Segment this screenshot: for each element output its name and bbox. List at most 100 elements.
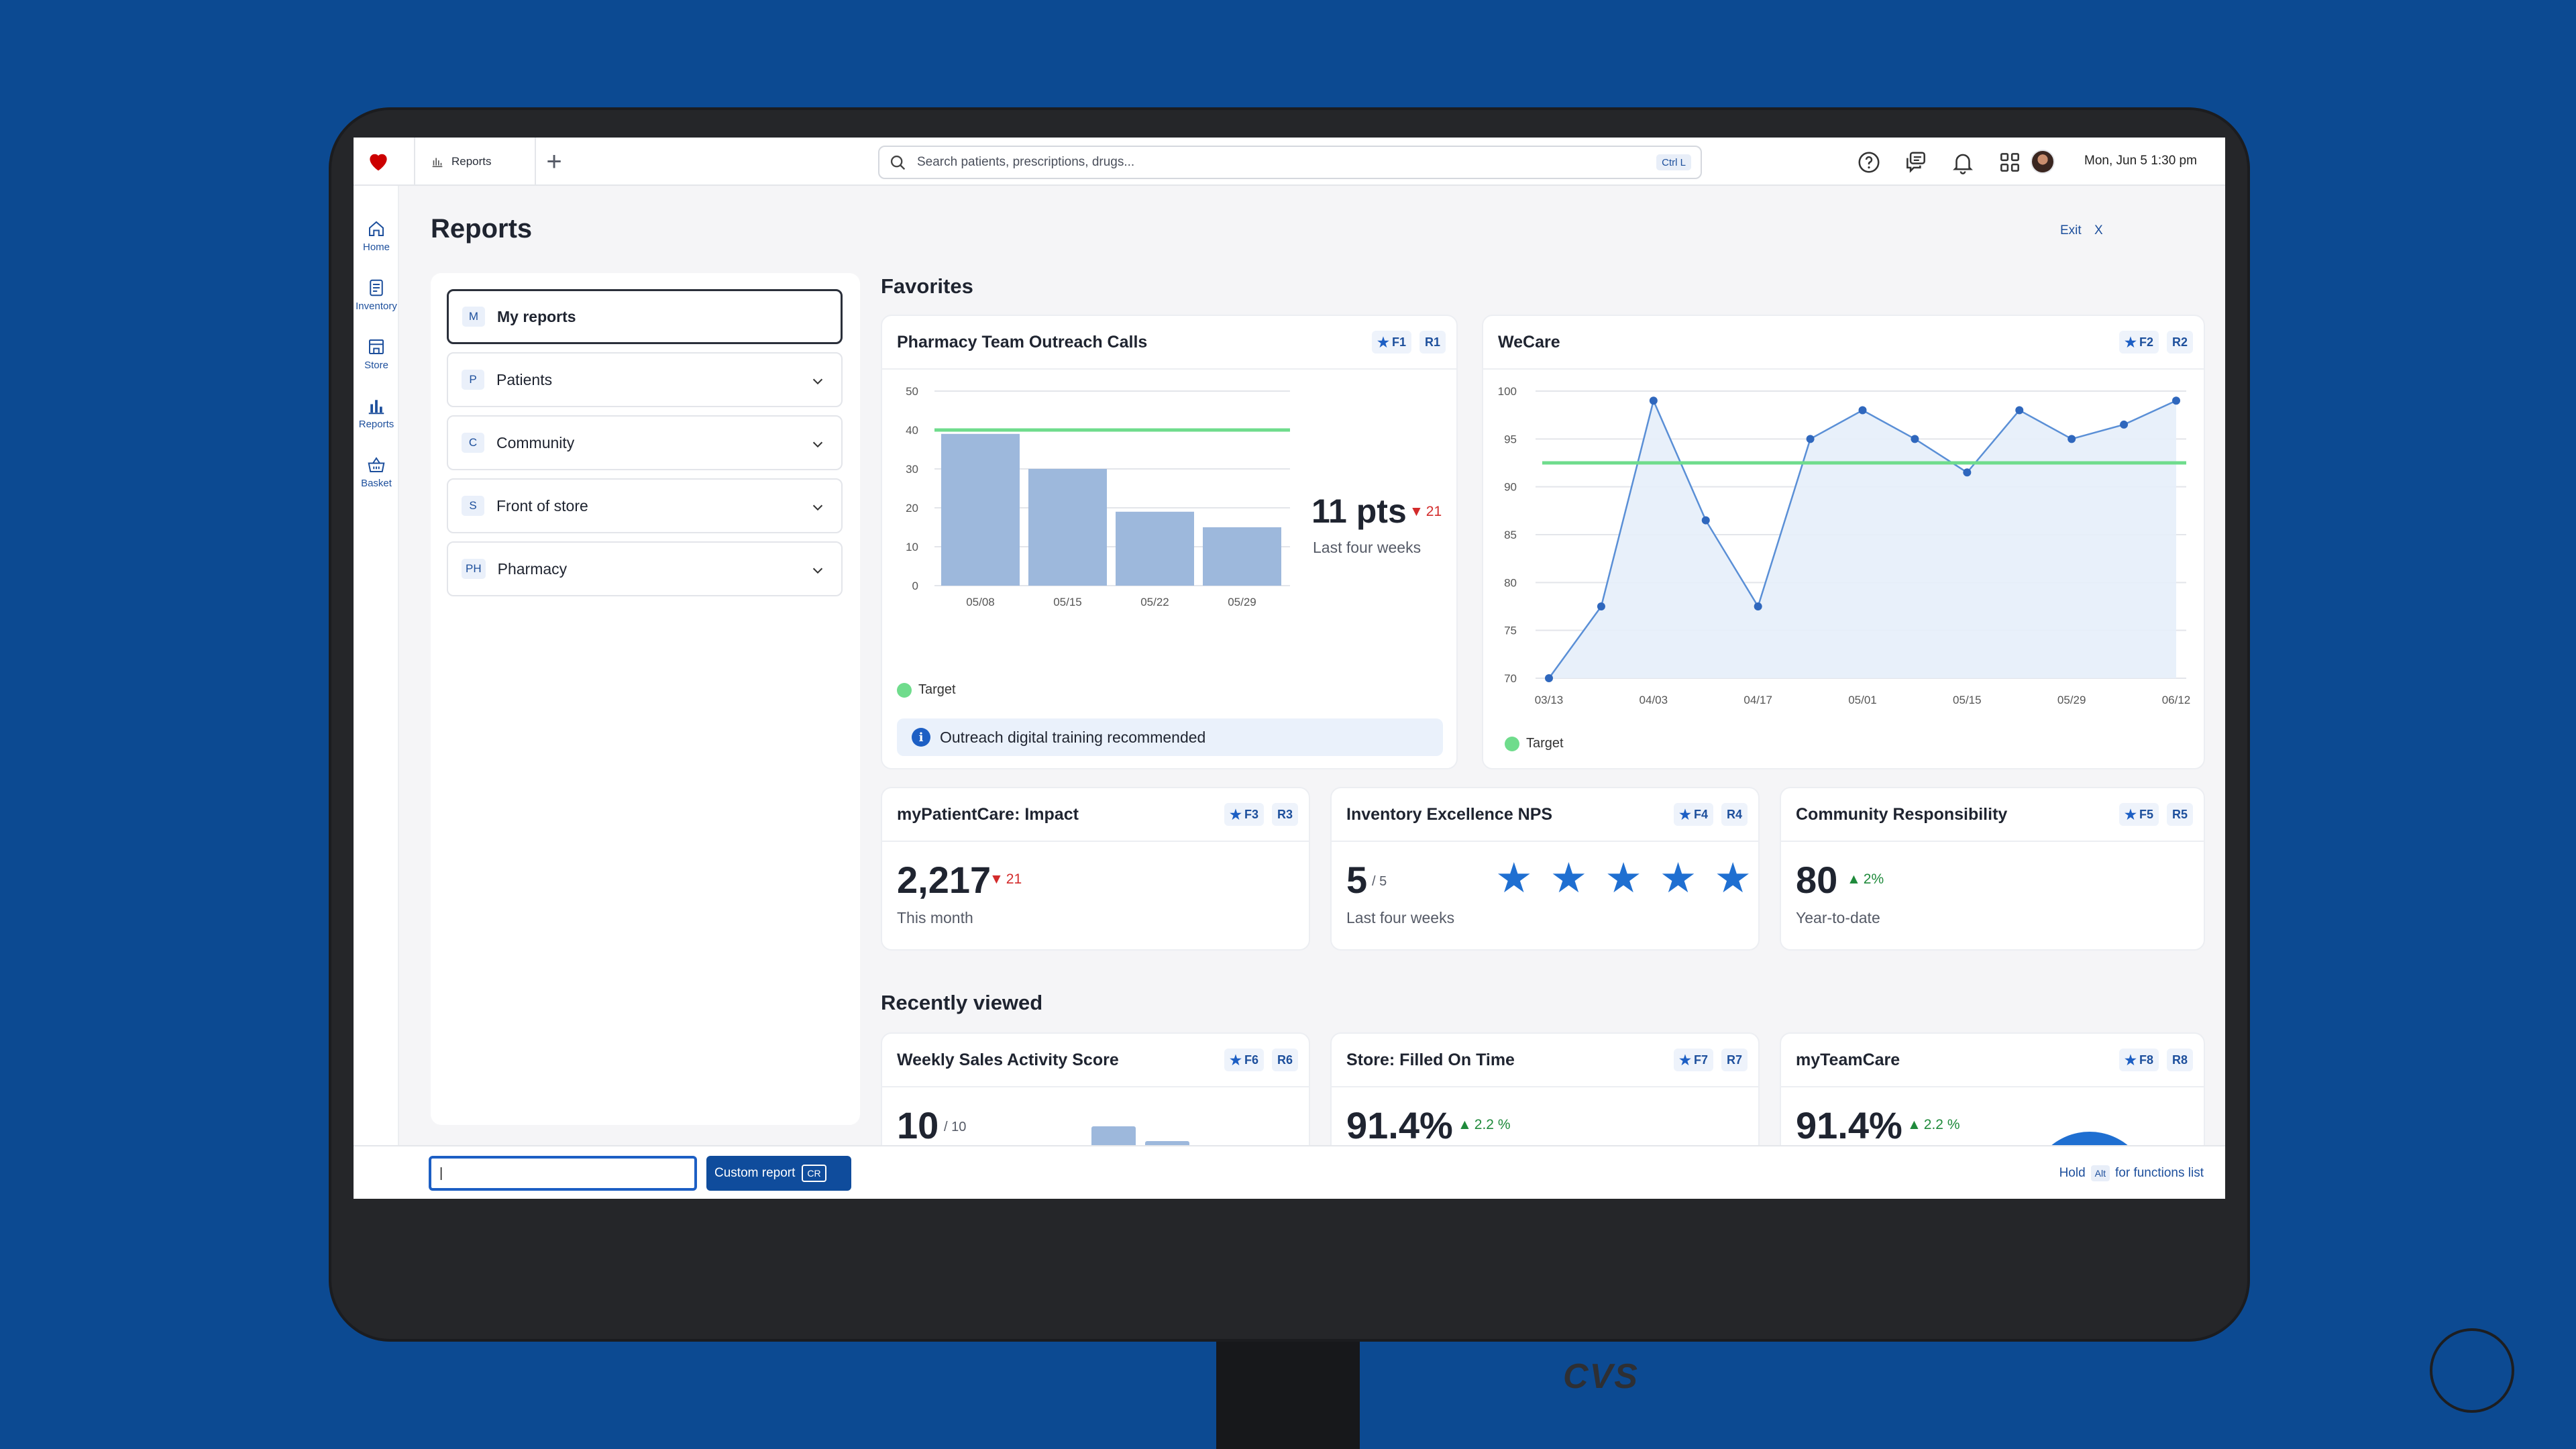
weekly-sales-value: 10 bbox=[897, 1104, 939, 1146]
datetime: Mon, Jun 5 1:30 pm bbox=[2084, 154, 2197, 168]
rail-item-reports[interactable]: Reports bbox=[354, 386, 399, 439]
favorite-key-badge[interactable]: ★ F1 bbox=[1372, 331, 1411, 354]
nav-badge: S bbox=[462, 496, 484, 516]
star-icon: ★ bbox=[1377, 335, 1389, 350]
nps-value-suffix: / 5 bbox=[1372, 874, 1387, 889]
x-tick-label: 05/29 bbox=[1228, 596, 1256, 608]
rail-item-basket[interactable]: Basket bbox=[354, 445, 399, 498]
report-key-badge[interactable]: R8 bbox=[2166, 1049, 2193, 1071]
bar bbox=[1116, 511, 1194, 586]
tab-reports[interactable]: Reports bbox=[414, 138, 536, 186]
nav-patients[interactable]: P Patients bbox=[447, 352, 843, 407]
favorite-key-badge[interactable]: ★ F6 bbox=[1224, 1049, 1264, 1071]
legend-label: Target bbox=[1526, 736, 1564, 751]
rail-item-inventory[interactable]: Inventory bbox=[354, 268, 399, 321]
bar bbox=[1028, 469, 1107, 586]
nav-label: Front of store bbox=[496, 496, 588, 515]
hint-key: Alt bbox=[2090, 1165, 2110, 1181]
bar-chart-icon bbox=[432, 158, 443, 168]
data-point bbox=[1963, 468, 1972, 477]
y-tick-label: 40 bbox=[906, 424, 918, 437]
fav-key: F8 bbox=[2139, 1053, 2153, 1067]
search-input[interactable]: Search patients, prescriptions, drugs...… bbox=[878, 146, 1702, 179]
section-favorites: Favorites bbox=[881, 274, 973, 298]
info-banner[interactable]: i Outreach digital training recommended bbox=[897, 718, 1443, 756]
impact-delta: ▼ 21 bbox=[989, 871, 1022, 888]
outreach-value: 11 pts bbox=[1311, 492, 1407, 530]
page-title: Reports bbox=[431, 214, 533, 244]
star-icon: ★ bbox=[1679, 807, 1691, 822]
card-impact[interactable]: myPatientCare: Impact ★ F3 R3 2,217 ▼ 21 T… bbox=[881, 787, 1310, 951]
y-tick-label: 95 bbox=[1504, 433, 1517, 445]
delta-value: 2% bbox=[1863, 871, 1884, 887]
filled-on-time-value: 91.4% bbox=[1346, 1104, 1453, 1146]
chevron-down-icon bbox=[812, 441, 823, 448]
data-point bbox=[1858, 406, 1867, 415]
bell-icon[interactable] bbox=[1950, 150, 1976, 175]
chevron-down-icon bbox=[812, 568, 823, 574]
exit-button[interactable]: Exit X bbox=[2060, 223, 2103, 238]
data-point bbox=[2172, 396, 2180, 405]
y-tick-label: 50 bbox=[906, 385, 918, 398]
card-title: Inventory Excellence NPS ★ F4 R4 bbox=[1332, 788, 1758, 842]
favorite-key-badge[interactable]: ★ F3 bbox=[1224, 803, 1264, 826]
report-key-badge[interactable]: R3 bbox=[1271, 803, 1298, 826]
card-community[interactable]: Community Responsibility ★ F5 R5 80 ▲ 2% Y… bbox=[1780, 787, 2205, 951]
rail-item-store[interactable]: Store bbox=[354, 327, 399, 380]
card-outreach[interactable]: Pharmacy Team Outreach Calls ★ F1 R1 0 10 2… bbox=[881, 315, 1458, 769]
x-tick-label: 05/08 bbox=[966, 596, 995, 608]
data-point bbox=[1754, 602, 1762, 610]
command-input[interactable] bbox=[429, 1156, 697, 1191]
nav-community[interactable]: C Community bbox=[447, 415, 843, 470]
favorite-key-badge[interactable]: ★ F8 bbox=[2119, 1049, 2159, 1071]
rating-stars: ★ ★ ★ ★ ★ bbox=[1495, 858, 1752, 900]
chevron-down-icon bbox=[812, 504, 823, 511]
report-key-badge[interactable]: R4 bbox=[1721, 803, 1748, 826]
main-content: Reports Exit X M My reports P Patients C… bbox=[399, 186, 2225, 1180]
avatar[interactable] bbox=[2031, 150, 2055, 174]
triangle-up-icon: ▲ bbox=[1458, 1117, 1472, 1132]
card-title: Store: Filled On Time ★ F7 R7 bbox=[1332, 1034, 1758, 1087]
favorite-key-badge[interactable]: ★ F5 bbox=[2119, 803, 2159, 826]
star-icon: ★ bbox=[1230, 1053, 1242, 1068]
favorite-key-badge[interactable]: ★ F4 bbox=[1674, 803, 1713, 826]
card-title-text: Store: Filled On Time bbox=[1346, 1050, 1515, 1069]
report-key-badge[interactable]: R1 bbox=[1419, 331, 1446, 354]
wecare-line-chart: 70 75 80 85 90 95 100 03/13 04/03 04/17 05/01 05/15… bbox=[1498, 385, 2191, 706]
nav-front-of-store[interactable]: S Front of store bbox=[447, 478, 843, 533]
report-key-badge[interactable]: R6 bbox=[1271, 1049, 1298, 1071]
rating-star-icon: ★ bbox=[1714, 855, 1752, 902]
rating-star-icon: ★ bbox=[1659, 855, 1697, 902]
x-tick-label: 05/01 bbox=[1848, 694, 1877, 706]
apps-grid-icon[interactable] bbox=[1997, 150, 2023, 175]
heart-logo-icon[interactable] bbox=[366, 148, 391, 174]
y-tick-label: 0 bbox=[912, 580, 918, 592]
data-point bbox=[2068, 435, 2076, 443]
add-tab-button[interactable]: + bbox=[546, 147, 562, 176]
card-nps[interactable]: Inventory Excellence NPS ★ F4 R4 5 / 5 La… bbox=[1330, 787, 1760, 951]
favorite-key-badge[interactable]: ★ F2 bbox=[2119, 331, 2159, 354]
nav-badge: M bbox=[462, 307, 485, 327]
filled-on-time-delta: ▲ 2.2 % bbox=[1458, 1117, 1511, 1133]
help-icon[interactable] bbox=[1856, 150, 1882, 175]
card-wecare[interactable]: WeCare ★ F2 R2 70 75 80 85 90 95 100 03/13 04/03 0… bbox=[1482, 315, 2205, 769]
report-key-badge[interactable]: R7 bbox=[1721, 1049, 1748, 1071]
custom-report-button[interactable]: Custom report CR bbox=[706, 1156, 851, 1191]
report-key-badge[interactable]: R2 bbox=[2166, 331, 2193, 354]
card-title: Weekly Sales Activity Score ★ F6 R6 bbox=[882, 1034, 1309, 1087]
triangle-up-icon: ▲ bbox=[1847, 871, 1861, 887]
nav-my-reports[interactable]: M My reports bbox=[447, 289, 843, 344]
triangle-up-icon: ▲ bbox=[1907, 1117, 1921, 1132]
rail-item-home[interactable]: Home bbox=[354, 209, 399, 262]
delta-value: 21 bbox=[1006, 871, 1022, 887]
favorite-key-badge[interactable]: ★ F7 bbox=[1674, 1049, 1713, 1071]
community-subtitle: Year-to-date bbox=[1796, 909, 1880, 926]
data-point bbox=[2015, 406, 2024, 415]
nav-label: My reports bbox=[497, 307, 576, 325]
nav-pharmacy[interactable]: PH Pharmacy bbox=[447, 541, 843, 596]
chat-icon[interactable] bbox=[1903, 150, 1929, 175]
rail-label: Store bbox=[364, 359, 388, 371]
data-point bbox=[1597, 602, 1605, 610]
y-tick-label: 100 bbox=[1498, 385, 1517, 398]
report-key-badge[interactable]: R5 bbox=[2166, 803, 2193, 826]
